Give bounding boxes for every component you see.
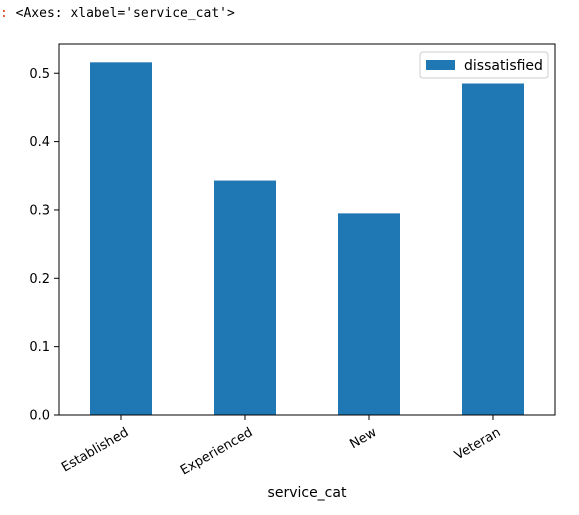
axes-repr-text: <Axes: xlabel='service_cat'> [15,6,235,21]
bar-experienced [214,180,276,415]
y-tick-label: 0.0 [29,409,50,424]
y-tick-label: 0.4 [29,135,50,150]
x-tick-label-experienced: Experienced [178,425,255,478]
legend-swatch [426,60,455,70]
y-axis: 0.0 0.1 0.2 0.3 0.4 0.5 [29,67,59,424]
cell-output-repr: : <Axes: xlabel='service_cat'> [0,6,235,21]
legend-entry-dissatisfied: dissatisfied [464,58,543,74]
y-tick-label: 0.5 [29,67,50,82]
output-prompt: : [0,6,8,21]
y-tick-label: 0.2 [29,272,50,287]
y-tick-label: 0.1 [29,340,50,355]
x-tick-label-new: New [347,425,379,452]
plot-frame [58,43,556,416]
y-tick-label: 0.3 [29,203,50,218]
legend: dissatisfied [419,51,549,79]
bar-veteran [462,83,524,416]
bars-group [90,62,524,416]
x-tick-label-veteran: Veteran [452,425,503,463]
x-axis: Established Experienced New Veteran [59,415,503,478]
legend-box [419,51,549,79]
x-axis-label: service_cat [268,485,347,501]
bar-established [90,62,152,415]
bar-new [338,213,400,415]
x-tick-label-established: Established [59,425,131,475]
